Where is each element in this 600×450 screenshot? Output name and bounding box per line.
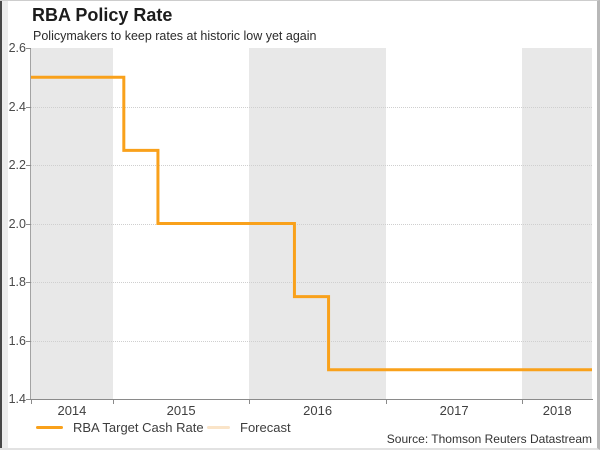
legend-swatch-forecast — [207, 426, 230, 429]
window-left-frame — [0, 0, 8, 450]
x-axis-label: 2017 — [439, 403, 469, 418]
x-axis-tick — [112, 400, 114, 404]
y-axis-label: 2.4 — [8, 99, 26, 114]
chart-subtitle: Policymakers to keep rates at historic l… — [33, 29, 317, 43]
rate-step-line — [31, 75, 592, 372]
y-axis-label: 1.4 — [8, 392, 26, 406]
legend: RBA Target Cash Rate Forecast — [0, 419, 600, 436]
plot-area — [31, 48, 592, 399]
gridline — [31, 165, 592, 166]
y-axis-tick — [26, 165, 31, 166]
rba-target-cash-rate-line — [31, 75, 592, 372]
y-axis-label: 1.8 — [8, 275, 26, 289]
x-axis-tick — [249, 400, 251, 404]
gridline — [31, 223, 592, 225]
x-axis-tick — [385, 400, 387, 404]
x-axis-label: 2015 — [166, 403, 196, 418]
legend-label: RBA Target Cash Rate — [73, 420, 204, 435]
y-axis-tick — [26, 223, 31, 225]
y-axis-label: 1.6 — [8, 333, 26, 348]
y-axis-label: 2.6 — [8, 41, 26, 55]
x-axis-label: 2016 — [303, 403, 333, 418]
x-axis-tick — [522, 400, 524, 404]
chart-title: RBA Policy Rate — [32, 5, 173, 25]
y-axis-tick — [26, 282, 31, 283]
gridline — [31, 340, 592, 342]
legend-item: Forecast — [207, 419, 291, 436]
legend-swatch-cash-rate — [36, 426, 63, 429]
y-axis-label: 2.2 — [8, 158, 26, 172]
y-axis-label: 2.0 — [8, 216, 26, 231]
legend-label: Forecast — [240, 420, 291, 435]
gridline — [31, 106, 592, 108]
x-axis-tick — [31, 400, 32, 404]
gridline — [31, 282, 592, 283]
x-axis-line — [30, 399, 593, 400]
y-axis-tick — [26, 48, 31, 49]
x-axis-label: 2014 — [57, 403, 87, 418]
x-axis-label: 2018 — [542, 403, 572, 418]
y-axis-tick — [26, 106, 31, 108]
legend-item: RBA Target Cash Rate — [36, 419, 204, 436]
y-axis-tick — [26, 399, 31, 400]
source-text: Source: Thomson Reuters Datastream — [386, 432, 592, 446]
y-axis-tick — [26, 340, 31, 342]
